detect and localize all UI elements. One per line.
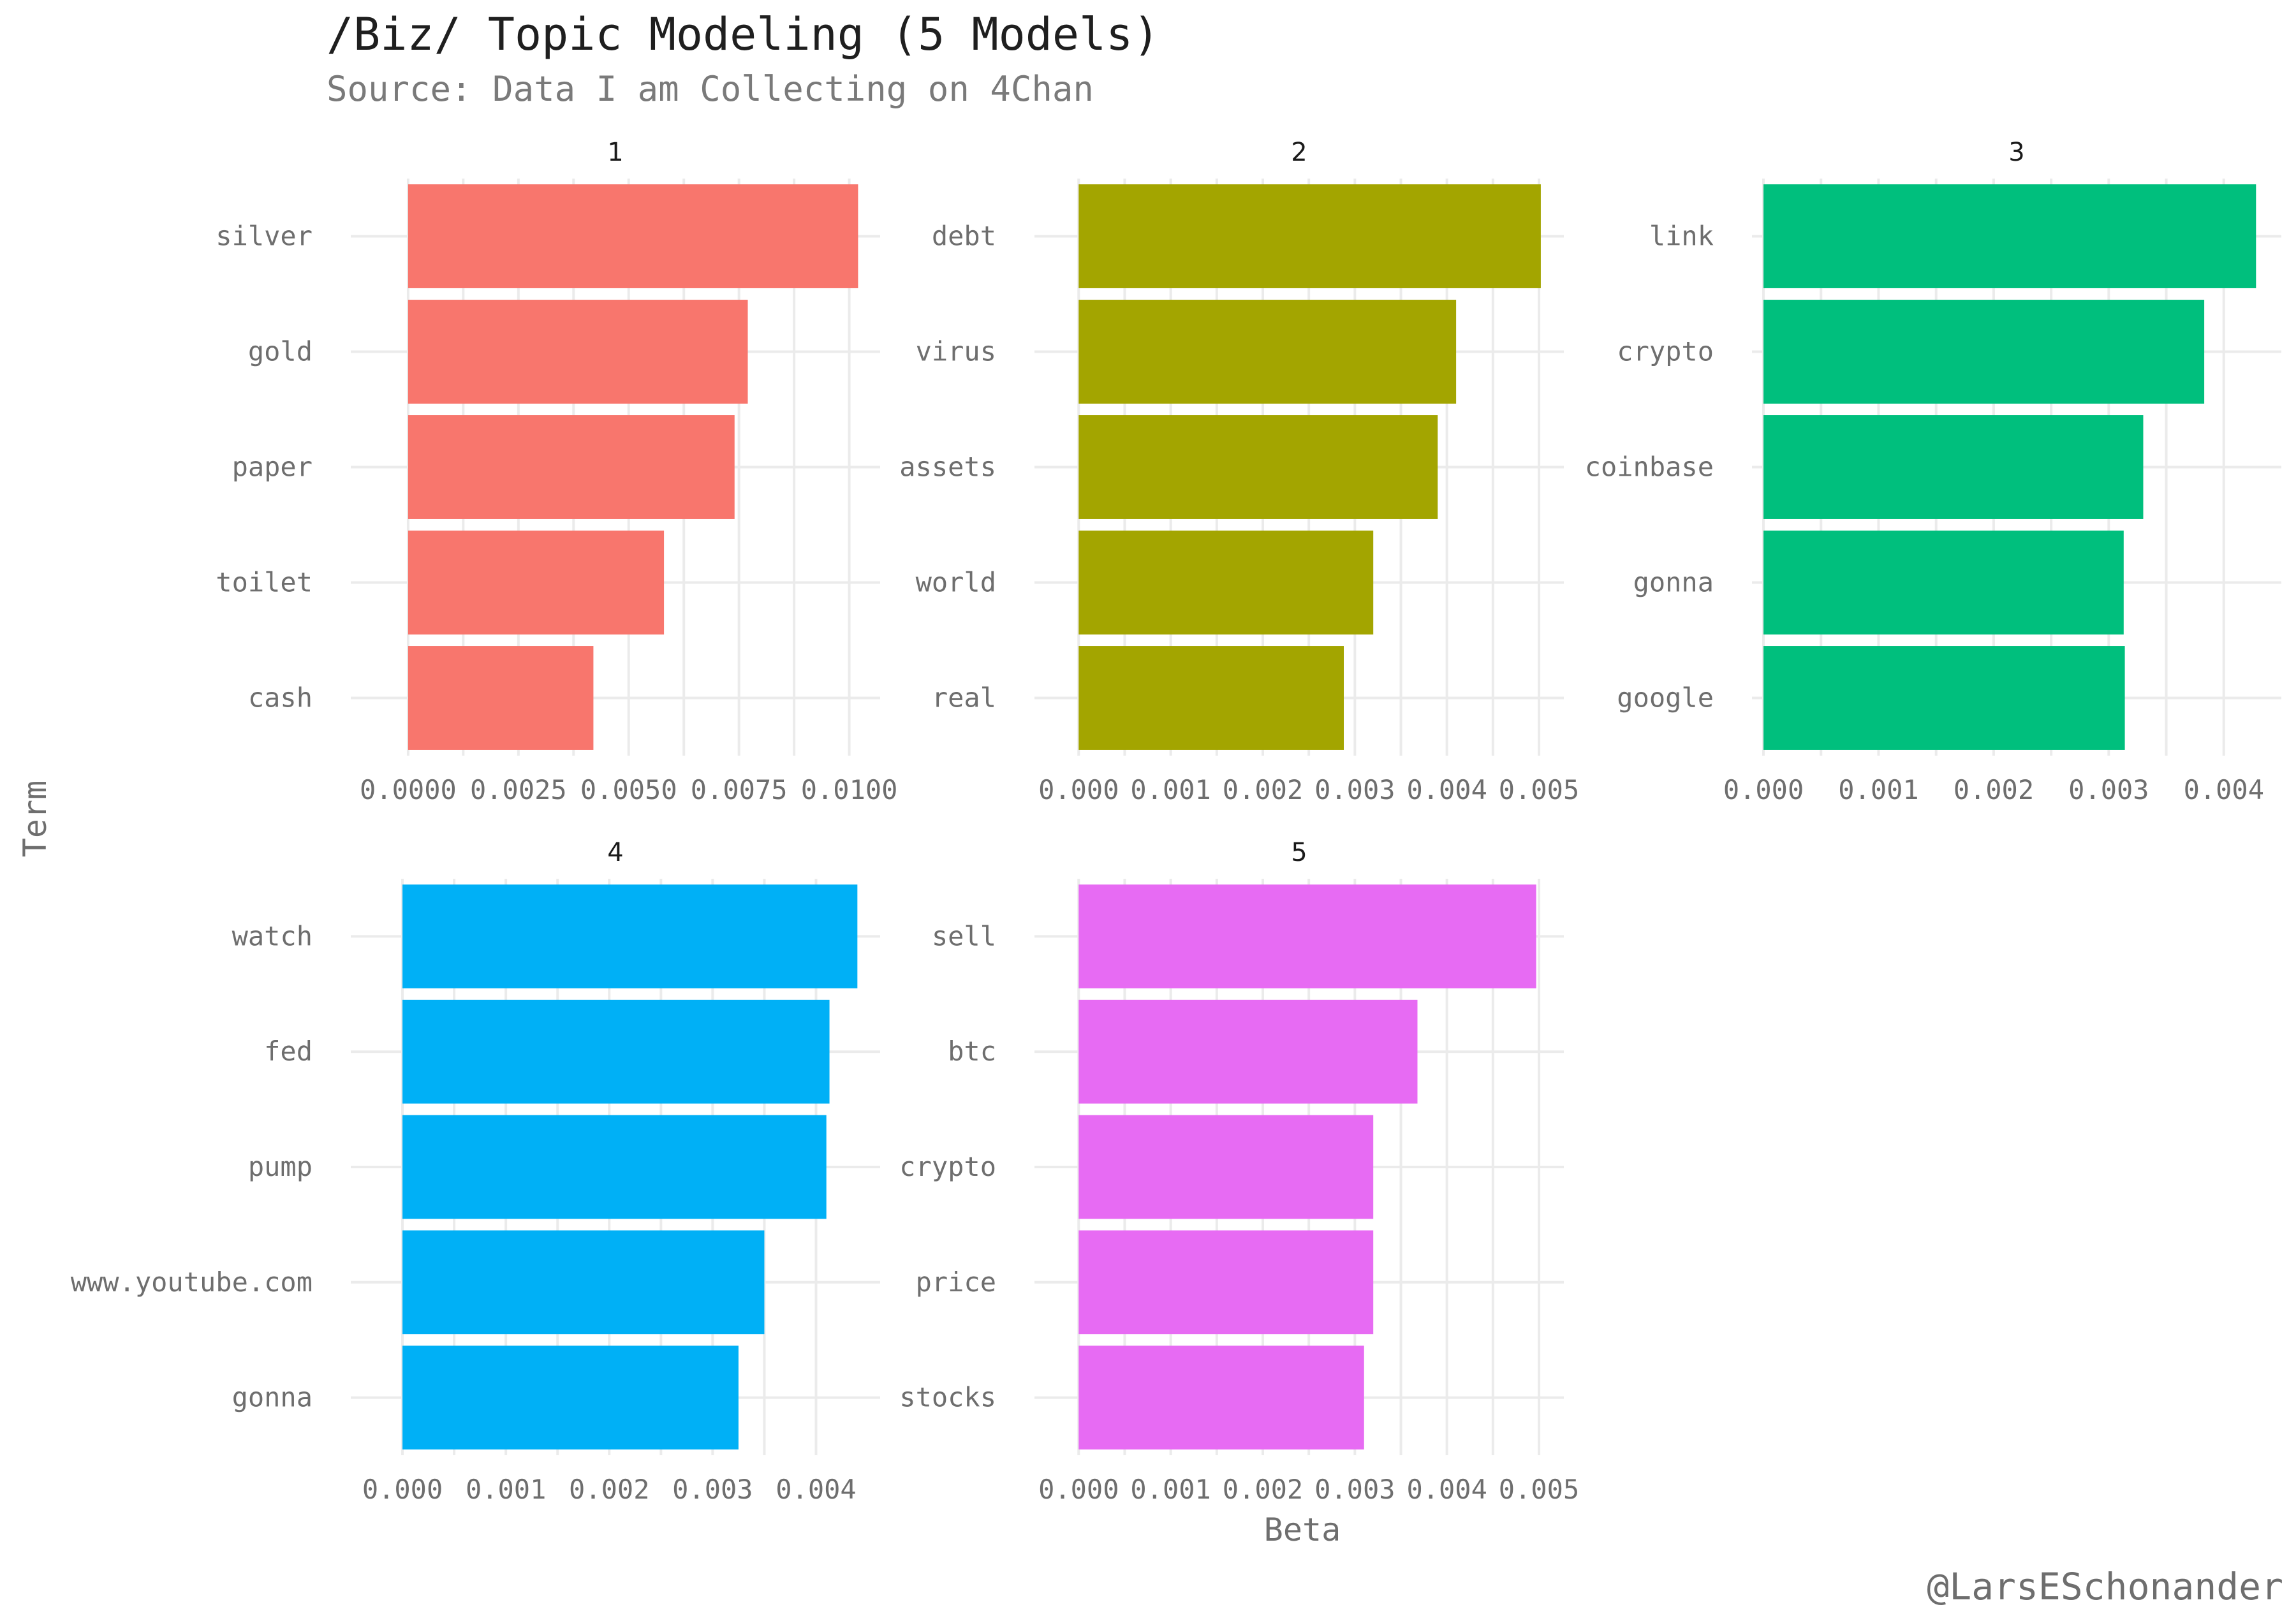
facet-4: 4 watch fed pump www.youtube.com gonna 0.000 0.… [71, 838, 880, 1505]
x-tick-label: 0.005 [1499, 1474, 1579, 1505]
term-label: toilet [216, 567, 313, 598]
term-label: silver [216, 221, 313, 252]
x-tick-label: 0.0025 [470, 774, 567, 805]
bar-www-youtube-com [402, 1230, 765, 1335]
facet-strip-label: 1 [607, 138, 623, 167]
chart-title: /Biz/ Topic Modeling (5 Models) [327, 8, 1159, 61]
term-label: world [916, 567, 996, 598]
x-tick-label: 0.000 [362, 1474, 443, 1505]
x-tick-label: 0.0000 [360, 774, 457, 805]
term-label: btc [948, 1036, 996, 1067]
x-tick-label: 0.001 [1838, 774, 1918, 805]
chart-subtitle: Source: Data I am Collecting on 4Chan [327, 69, 1094, 109]
term-label: fed [264, 1036, 313, 1067]
term-label: assets [899, 451, 996, 483]
y-axis-title: Term [17, 781, 54, 857]
bar-toilet [408, 531, 665, 635]
x-tick-label: 0.001 [1130, 1474, 1211, 1505]
bar-crypto [1763, 300, 2205, 404]
term-label: sell [932, 920, 996, 951]
term-label: virus [916, 336, 996, 367]
x-tick-label: 0.000 [1038, 774, 1119, 805]
facet-1: 1 silver gold paper toilet cash 0.0000 0.0025 0.… [216, 138, 897, 805]
bar-pump [402, 1115, 827, 1219]
x-tick-label: 0.004 [776, 1474, 856, 1505]
x-tick-label: 0.004 [2184, 774, 2264, 805]
term-label: www.youtube.com [71, 1266, 313, 1298]
term-label: real [932, 682, 996, 714]
x-tick-label: 0.002 [569, 1474, 649, 1505]
x-tick-label: 0.000 [1038, 1474, 1119, 1505]
bar-google [1763, 646, 2125, 750]
x-tick-label: 0.002 [1223, 774, 1303, 805]
term-label: cash [248, 682, 313, 714]
bar-silver [408, 184, 858, 288]
bar-fed [402, 999, 830, 1104]
x-tick-label: 0.002 [1954, 774, 2034, 805]
bar-link [1763, 184, 2256, 288]
bar-cash [408, 646, 594, 750]
bar-assets [1078, 415, 1438, 519]
bar-world [1078, 531, 1374, 635]
facet-strip-label: 3 [2008, 138, 2024, 167]
facet-strip-label: 2 [1291, 138, 1307, 167]
term-label: paper [232, 451, 313, 483]
bar-gold [408, 300, 748, 404]
facet-strip-label: 4 [607, 838, 623, 867]
term-label: crypto [899, 1151, 996, 1182]
term-label: google [1617, 682, 1714, 714]
term-label: gonna [1633, 567, 1714, 598]
x-tick-label: 0.004 [1406, 1474, 1487, 1505]
facet-2: 2 debt virus assets world real 0.000 0.001 0.002… [899, 138, 1579, 805]
bar-watch [402, 884, 858, 988]
term-label: watch [232, 920, 313, 951]
x-tick-label: 0.003 [1314, 1474, 1395, 1505]
term-label: debt [932, 221, 996, 252]
x-axis-title: Beta [1264, 1511, 1341, 1548]
bar-gonna [402, 1346, 739, 1449]
x-tick-label: 0.001 [1130, 774, 1211, 805]
bar-btc [1078, 999, 1418, 1104]
bar-crypto [1078, 1115, 1374, 1219]
term-label: gonna [232, 1382, 313, 1413]
bar-virus [1078, 300, 1457, 404]
x-tick-label: 0.0050 [580, 774, 677, 805]
facet-3: 3 link crypto coinbase gonna google 0.000 0.001… [1585, 138, 2281, 805]
bar-stocks [1078, 1346, 1364, 1449]
x-tick-label: 0.003 [1314, 774, 1395, 805]
bar-paper [408, 415, 735, 519]
term-label: crypto [1617, 336, 1714, 367]
facet-strip-label: 5 [1291, 838, 1307, 867]
x-tick-label: 0.001 [466, 1474, 546, 1505]
x-tick-label: 0.002 [1223, 1474, 1303, 1505]
term-label: coinbase [1585, 451, 1714, 483]
x-tick-label: 0.004 [1406, 774, 1487, 805]
term-label: stocks [899, 1382, 996, 1413]
term-label: link [1649, 221, 1714, 252]
bar-coinbase [1763, 415, 2144, 519]
bar-sell [1078, 884, 1536, 988]
chart-caption: @LarsESchonander [1927, 1565, 2283, 1607]
bar-debt [1078, 184, 1541, 288]
x-tick-label: 0.0075 [691, 774, 788, 805]
x-tick-label: 0.003 [672, 1474, 753, 1505]
bar-real [1078, 646, 1344, 750]
x-tick-label: 0.000 [1723, 774, 1804, 805]
x-tick-label: 0.0100 [801, 774, 898, 805]
term-label: gold [248, 336, 313, 367]
x-tick-label: 0.005 [1499, 774, 1579, 805]
x-tick-label: 0.003 [2068, 774, 2149, 805]
bar-gonna [1763, 531, 2124, 635]
term-label: price [916, 1266, 996, 1298]
facet-5: 5 sell btc crypto price stocks 0.000 0.001 0.002… [899, 838, 1579, 1505]
bar-price [1078, 1230, 1374, 1335]
term-label: pump [248, 1151, 313, 1182]
